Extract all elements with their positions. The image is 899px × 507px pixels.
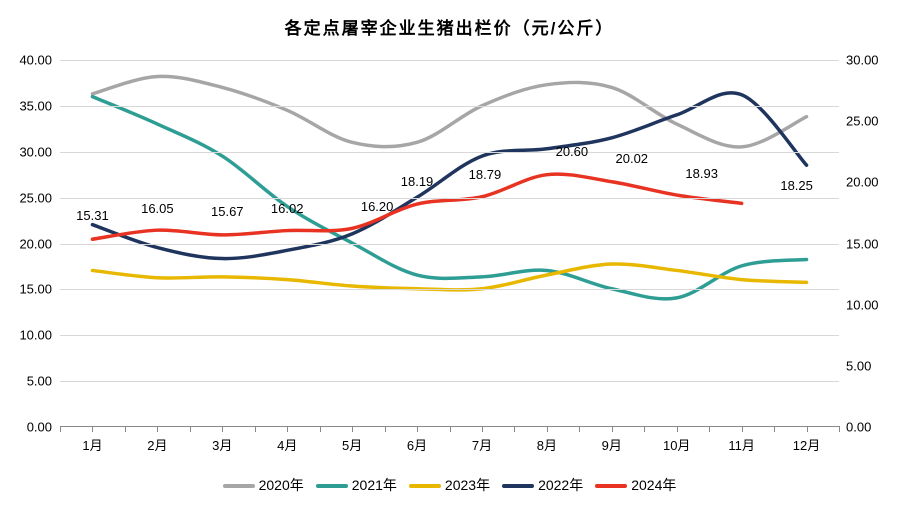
legend-swatch xyxy=(595,484,627,488)
x-tick-label: 11月 xyxy=(728,435,755,454)
x-tick xyxy=(450,426,451,432)
price-chart: 各定点屠宰企业生猪出栏价（元/公斤） 0.005.0010.0015.0020.… xyxy=(0,0,899,507)
x-tick xyxy=(92,426,93,432)
x-tick xyxy=(547,426,548,432)
x-tick xyxy=(742,426,743,432)
x-tick-label: 2月 xyxy=(147,435,167,454)
x-tick xyxy=(482,426,483,432)
data-label: 20.60 xyxy=(556,144,589,159)
data-label: 15.67 xyxy=(211,204,244,219)
x-tick xyxy=(677,426,678,432)
x-tick-label: 5月 xyxy=(342,435,362,454)
grid-line xyxy=(60,289,839,290)
x-tick-label: 7月 xyxy=(472,435,492,454)
x-tick xyxy=(60,426,61,432)
x-tick xyxy=(320,426,321,432)
legend-item: 2022年 xyxy=(502,475,583,495)
y-left-tick-label: 0.00 xyxy=(10,420,52,435)
y-right-tick-label: 30.00 xyxy=(846,53,891,68)
legend-label: 2023年 xyxy=(445,477,490,493)
x-tick xyxy=(514,426,515,432)
y-right-tick-label: 0.00 xyxy=(846,420,891,435)
x-tick-label: 4月 xyxy=(277,435,297,454)
x-tick xyxy=(222,426,223,432)
grid-line xyxy=(60,60,839,61)
series-2020年 xyxy=(92,76,806,147)
y-right-tick-label: 25.00 xyxy=(846,114,891,129)
y-left-tick-label: 15.00 xyxy=(10,282,52,297)
x-tick-label: 9月 xyxy=(602,435,622,454)
plot-area: 0.005.0010.0015.0020.0025.0030.0035.0040… xyxy=(60,60,839,427)
legend-label: 2024年 xyxy=(631,477,676,493)
y-right-tick-label: 20.00 xyxy=(846,175,891,190)
legend-item: 2024年 xyxy=(595,475,676,495)
x-tick xyxy=(774,426,775,432)
x-tick xyxy=(612,426,613,432)
legend-swatch xyxy=(316,484,348,488)
legend-label: 2021年 xyxy=(352,477,397,493)
y-left-tick-label: 35.00 xyxy=(10,98,52,113)
grid-line xyxy=(60,335,839,336)
grid-line xyxy=(60,152,839,153)
data-label: 18.93 xyxy=(685,166,718,181)
data-label: 15.31 xyxy=(76,208,109,223)
x-tick xyxy=(385,426,386,432)
grid-line xyxy=(60,198,839,199)
data-label: 18.19 xyxy=(401,174,434,189)
data-label: 18.79 xyxy=(469,167,502,182)
x-tick xyxy=(579,426,580,432)
data-label: 16.05 xyxy=(141,201,174,216)
y-left-tick-label: 30.00 xyxy=(10,144,52,159)
x-tick xyxy=(125,426,126,432)
legend: 2020年 2021年 2023年 2022年 2024年 xyxy=(0,475,899,495)
x-tick xyxy=(709,426,710,432)
x-tick xyxy=(157,426,158,432)
data-label: 18.25 xyxy=(780,178,813,193)
y-right-tick-label: 10.00 xyxy=(846,297,891,312)
legend-swatch xyxy=(223,484,255,488)
x-tick-label: 1月 xyxy=(82,435,102,454)
legend-item: 2020年 xyxy=(223,475,304,495)
x-tick xyxy=(255,426,256,432)
legend-swatch xyxy=(502,484,534,488)
grid-line xyxy=(60,106,839,107)
y-left-tick-label: 25.00 xyxy=(10,190,52,205)
x-tick xyxy=(644,426,645,432)
legend-item: 2023年 xyxy=(409,475,490,495)
y-right-tick-label: 15.00 xyxy=(846,236,891,251)
x-tick-label: 10月 xyxy=(663,435,690,454)
grid-line xyxy=(60,381,839,382)
x-tick-label: 8月 xyxy=(537,435,557,454)
grid-line xyxy=(60,244,839,245)
y-left-tick-label: 10.00 xyxy=(10,328,52,343)
legend-label: 2022年 xyxy=(538,477,583,493)
legend-swatch xyxy=(409,484,441,488)
x-tick xyxy=(287,426,288,432)
y-right-tick-label: 5.00 xyxy=(846,358,891,373)
chart-title: 各定点屠宰企业生猪出栏价（元/公斤） xyxy=(0,14,899,39)
y-left-tick-label: 5.00 xyxy=(10,374,52,389)
x-tick xyxy=(417,426,418,432)
data-label: 16.20 xyxy=(361,199,394,214)
legend-label: 2020年 xyxy=(259,477,304,493)
y-left-tick-label: 20.00 xyxy=(10,236,52,251)
data-label: 16.02 xyxy=(271,201,304,216)
y-left-tick-label: 40.00 xyxy=(10,53,52,68)
x-tick xyxy=(807,426,808,432)
x-tick xyxy=(352,426,353,432)
x-tick xyxy=(190,426,191,432)
x-tick-label: 12月 xyxy=(793,435,820,454)
x-tick-label: 6月 xyxy=(407,435,427,454)
x-tick-label: 3月 xyxy=(212,435,232,454)
legend-item: 2021年 xyxy=(316,475,397,495)
data-label: 20.02 xyxy=(616,151,649,166)
x-tick xyxy=(839,426,840,432)
